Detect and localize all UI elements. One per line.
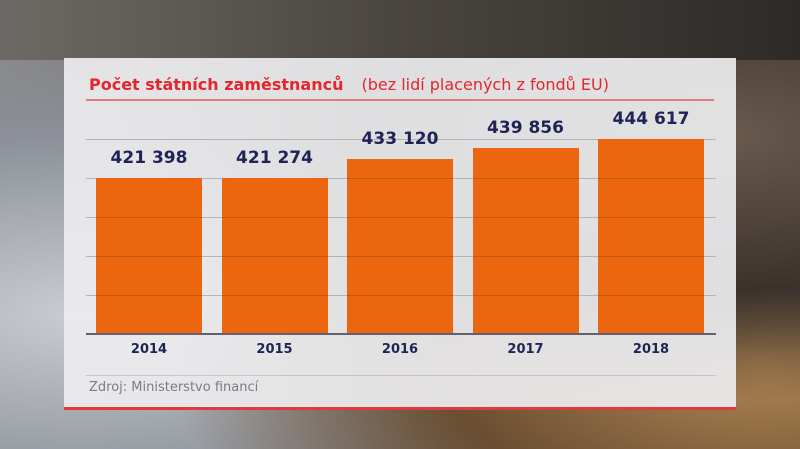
x-tick-label: 2014 bbox=[130, 342, 168, 357]
value-label: 421 398 bbox=[110, 148, 188, 168]
x-tick-label: 2015 bbox=[256, 342, 293, 357]
bar-2014 bbox=[96, 178, 202, 333]
value-label: 444 617 bbox=[612, 109, 690, 129]
chart-panel: Počet státních zaměstnanců (bez lidí plac… bbox=[64, 58, 736, 410]
bar-2017 bbox=[472, 148, 579, 333]
gridline-overlay bbox=[472, 178, 579, 179]
background-photo bbox=[0, 0, 800, 60]
title-divider bbox=[86, 99, 714, 101]
gridline-overlay bbox=[598, 295, 704, 296]
value-label: 439 856 bbox=[487, 118, 564, 138]
bar-2015 bbox=[221, 178, 328, 333]
x-tick-label: 2016 bbox=[381, 342, 419, 357]
gridline-overlay bbox=[598, 178, 704, 179]
gridline-overlay bbox=[221, 295, 328, 296]
gridline-overlay bbox=[472, 217, 579, 218]
gridline-overlay bbox=[472, 295, 579, 296]
gridline-overlay bbox=[96, 256, 202, 257]
gridline-overlay bbox=[221, 217, 328, 218]
gridline-overlay bbox=[347, 217, 453, 218]
title-main: Počet státních zaměstnanců bbox=[89, 75, 344, 94]
gridline-overlay bbox=[96, 295, 202, 296]
gridline-overlay bbox=[598, 217, 704, 218]
gridline-overlay bbox=[347, 295, 453, 296]
bar-2016 bbox=[347, 159, 453, 333]
bar-2018 bbox=[598, 139, 704, 333]
gridline-overlay bbox=[96, 217, 202, 218]
chart-title: Počet státních zaměstnanců (bez lidí plac… bbox=[89, 75, 609, 94]
source-note: Zdroj: Ministerstvo financí bbox=[89, 380, 259, 395]
gridline-overlay bbox=[472, 256, 579, 257]
gridline bbox=[86, 139, 716, 140]
source-divider bbox=[86, 375, 716, 376]
gridline-overlay bbox=[598, 256, 704, 257]
value-label: 433 120 bbox=[361, 129, 439, 149]
gridline-overlay bbox=[347, 178, 453, 179]
title-subtitle: (bez lidí placených z fondů EU) bbox=[361, 75, 609, 94]
x-tick-label: 2018 bbox=[632, 342, 670, 357]
gridline-overlay bbox=[347, 256, 453, 257]
gridline-overlay bbox=[221, 256, 328, 257]
value-label: 421 274 bbox=[236, 148, 313, 168]
x-axis-baseline bbox=[86, 333, 716, 335]
x-tick-label: 2017 bbox=[507, 342, 544, 357]
